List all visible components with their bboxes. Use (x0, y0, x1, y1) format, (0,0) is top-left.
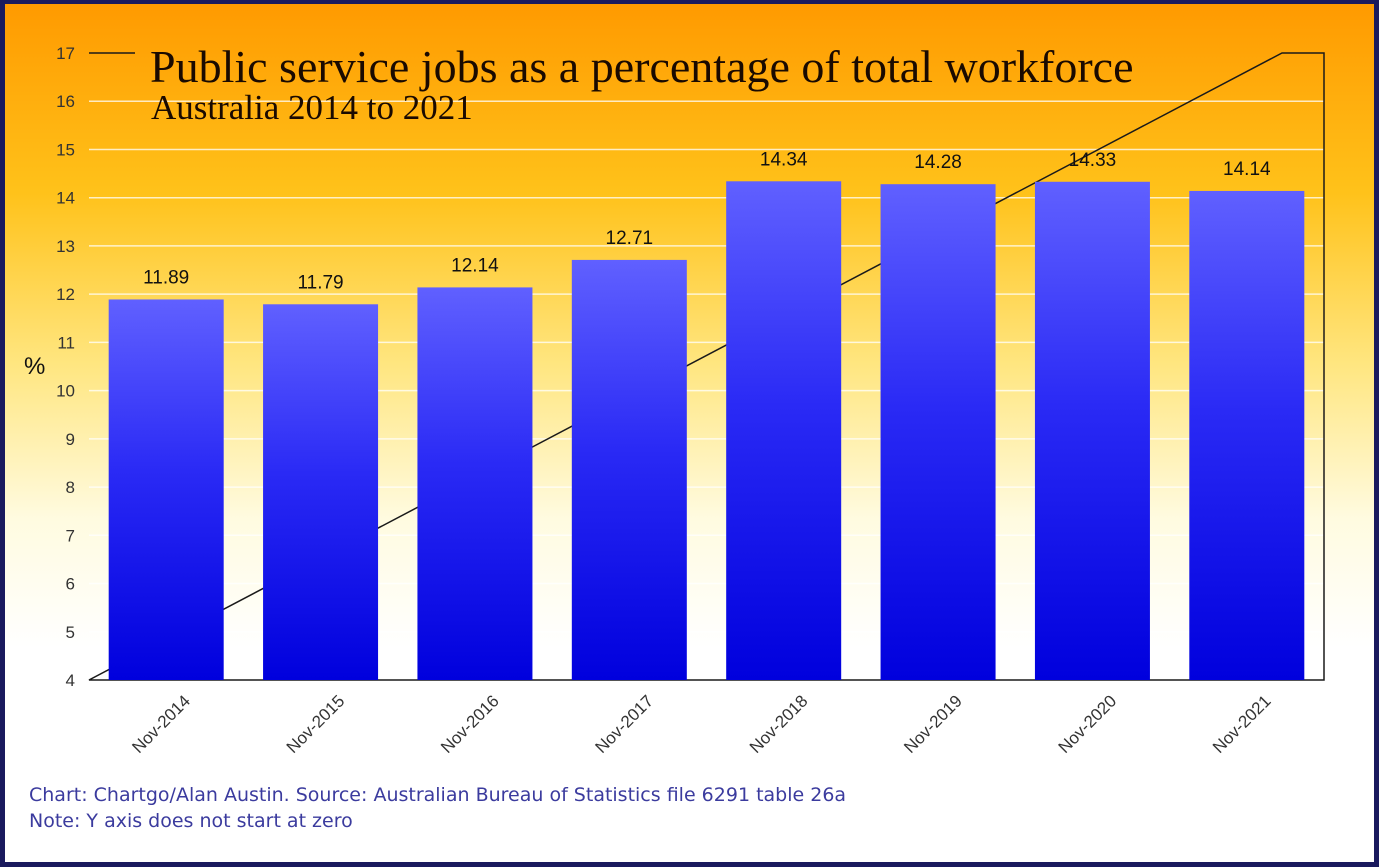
y-tick-label: 16 (56, 92, 75, 111)
x-tick-label: Nov-2020 (1055, 691, 1121, 757)
bar-chart: 11.89 11.79 12.14 12.71 14.34 14.28 14.33 14.14… (56, 44, 1325, 757)
value-labels: 11.89 11.79 12.14 12.71 14.34 14.28 14.33 14.14 (143, 149, 1271, 293)
x-tick-label: Nov-2014 (128, 691, 194, 757)
x-tick-label: Nov-2019 (900, 691, 966, 757)
y-tick-label: 15 (56, 140, 75, 159)
y-tick-label: 12 (56, 285, 75, 304)
chart-frame: 11.89 11.79 12.14 12.71 14.34 14.28 14.33 14.14… (5, 4, 1374, 862)
y-axis-ticks: 4 5 6 7 8 9 10 11 12 13 14 15 16 17 (56, 44, 75, 690)
y-tick-label: 9 (66, 430, 75, 449)
bar-nov-2018 (726, 181, 842, 681)
y-tick-label: 13 (56, 237, 75, 256)
x-axis-ticks: Nov-2014 Nov-2015 Nov-2016 Nov-2017 Nov-2018… (128, 691, 1274, 757)
bar-nov-2019 (880, 184, 996, 681)
value-label: 14.34 (760, 149, 808, 170)
value-label: 14.14 (1223, 159, 1271, 180)
value-label: 14.28 (914, 152, 962, 173)
bar-nov-2015 (263, 304, 379, 680)
y-tick-label: 4 (66, 671, 75, 690)
y-tick-label: 8 (66, 478, 75, 497)
y-tick-label: 7 (66, 526, 75, 545)
x-tick-label: Nov-2016 (437, 691, 503, 757)
y-tick-label: 17 (56, 44, 75, 63)
x-tick-label: Nov-2017 (592, 691, 658, 757)
bar-nov-2017 (571, 259, 687, 680)
y-tick-label: 10 (56, 382, 75, 401)
x-tick-label: Nov-2015 (283, 691, 349, 757)
y-tick-label: 11 (57, 333, 75, 352)
y-tick-label: 6 (66, 575, 75, 594)
chart-title: Public service jobs as a percentage of t… (150, 41, 1134, 92)
bar-nov-2020 (1034, 181, 1150, 680)
chart-subtitle: Australia 2014 to 2021 (151, 88, 473, 127)
y-axis-label: % (24, 353, 46, 380)
source-note: Chart: Chartgo/Alan Austin. Source: Aust… (29, 784, 847, 806)
y-tick-label: 5 (66, 623, 75, 642)
bar-nov-2016 (417, 287, 533, 680)
x-tick-label: Nov-2018 (746, 691, 812, 757)
bars (108, 181, 1305, 681)
y-tick-label: 14 (56, 189, 75, 208)
value-label: 12.71 (606, 228, 654, 249)
axis-note: Note: Y axis does not start at zero (29, 810, 353, 832)
value-label: 11.79 (297, 272, 343, 293)
value-label: 11.89 (143, 267, 189, 288)
bar-nov-2014 (108, 299, 224, 680)
x-tick-label: Nov-2021 (1209, 691, 1275, 757)
value-label: 14.33 (1069, 150, 1117, 171)
bar-nov-2021 (1189, 190, 1305, 680)
value-label: 12.14 (451, 255, 499, 276)
